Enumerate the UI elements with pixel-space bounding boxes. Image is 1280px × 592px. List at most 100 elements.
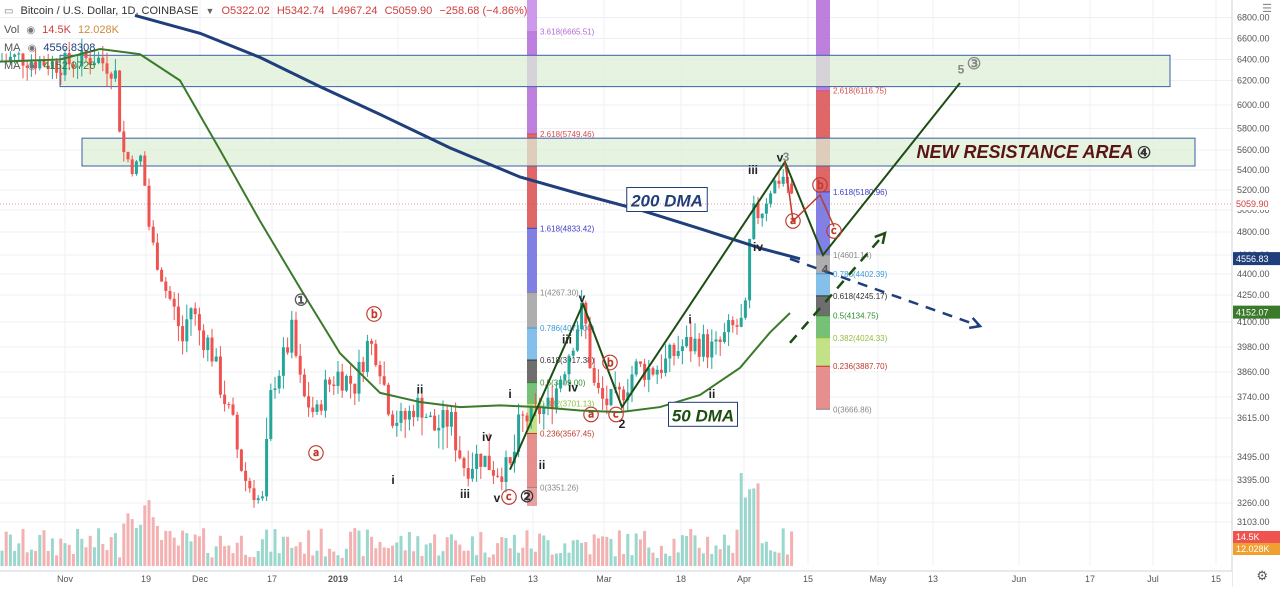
- volume-bar: [710, 553, 714, 566]
- menu-icon[interactable]: ☰: [1262, 3, 1272, 15]
- volume-bar: [315, 550, 319, 566]
- candle-body: [357, 361, 361, 394]
- time-tick-label: 14: [393, 574, 403, 584]
- volume-bar: [151, 517, 155, 566]
- volume-bar: [529, 548, 533, 566]
- candle-body: [349, 375, 353, 384]
- volume-bar: [269, 551, 273, 566]
- time-tick-label: 17: [267, 574, 277, 584]
- volume-bar: [29, 549, 33, 566]
- change-value: −258.68 (−4.86%): [439, 5, 528, 17]
- chevron-down-icon[interactable]: ▼: [205, 6, 215, 16]
- volume-bar: [525, 530, 529, 566]
- wave-label: v: [579, 291, 586, 305]
- volume-bar: [244, 554, 248, 566]
- price-tick-label: 3103.00: [1237, 517, 1270, 527]
- candle-body: [185, 319, 189, 342]
- high-value: H5342.74: [276, 5, 325, 17]
- volume-bar: [462, 550, 466, 566]
- fib-level-label: 0(3351.26): [540, 483, 579, 492]
- collapse-icon[interactable]: ▭: [4, 6, 14, 17]
- volume-bar: [613, 556, 617, 566]
- fib-level-label: 2.618(6116.75): [833, 87, 887, 96]
- eye-icon[interactable]: ◉: [27, 61, 37, 72]
- candle-body: [260, 496, 264, 499]
- candle-body: [8, 56, 12, 61]
- volume-bar: [25, 552, 29, 566]
- volume-bar: [235, 542, 239, 566]
- candle-body: [273, 388, 277, 391]
- settings-gear-icon[interactable]: ⚙: [1256, 568, 1268, 583]
- candle-body: [227, 404, 231, 406]
- legend-ma2-row: MA ◉ 4152.0726: [4, 60, 99, 72]
- close-value: C5059.90: [384, 5, 433, 17]
- volume-bar: [622, 553, 626, 566]
- volume-bar: [227, 545, 231, 566]
- volume-bar: [756, 483, 760, 566]
- price-tick-label: 6600.00: [1237, 34, 1270, 44]
- volume-bar: [617, 530, 621, 566]
- candle-body: [13, 54, 17, 57]
- open-value: O5322.02: [221, 5, 270, 17]
- fib-level-label: 1(4601.14): [833, 251, 872, 260]
- volume-bar: [538, 533, 542, 566]
- vol-ma-tag: 12.028K: [1236, 544, 1270, 554]
- time-tick-label: 15: [803, 574, 813, 584]
- fib-band: [816, 254, 830, 274]
- volume-bar: [416, 536, 420, 566]
- symbol-name[interactable]: Bitcoin / U.S. Dollar, 1D, COINBASE: [20, 5, 199, 17]
- wave-label: i: [508, 387, 511, 401]
- candle-body: [483, 455, 487, 467]
- candle-body: [722, 332, 726, 343]
- candle-body: [42, 60, 46, 66]
- candle-body: [294, 319, 298, 356]
- candle-body: [693, 338, 697, 352]
- price-tick-label: 4800.00: [1237, 227, 1270, 237]
- volume-bar: [777, 552, 781, 566]
- candle-body: [668, 344, 672, 359]
- wave-label: ii: [539, 458, 546, 472]
- candle-body: [143, 155, 147, 186]
- volume-bar: [273, 529, 277, 566]
- volume-bar: [382, 547, 386, 566]
- wave-label: iii: [748, 163, 758, 177]
- volume-bar: [248, 557, 252, 566]
- candle-body: [134, 161, 138, 174]
- volume-bar: [319, 528, 323, 566]
- vol-ma-value: 12.028K: [77, 24, 119, 36]
- candle-body: [323, 379, 327, 411]
- time-tick-label: Feb: [470, 574, 486, 584]
- volume-bar: [239, 535, 243, 566]
- eye-icon[interactable]: ◉: [26, 25, 36, 36]
- ma2-value: 4152.0726: [43, 60, 96, 72]
- volume-bar: [84, 547, 88, 566]
- candle-body: [672, 344, 676, 356]
- wave-label: 4: [822, 262, 829, 276]
- time-tick-label: Jul: [1147, 574, 1159, 584]
- candle-body: [664, 358, 668, 373]
- elliott-wave-line: [509, 82, 961, 471]
- ma1-label[interactable]: MA: [4, 42, 21, 54]
- ma2-label[interactable]: MA: [4, 60, 21, 72]
- wave-label: iv: [568, 381, 578, 395]
- candle-body: [223, 394, 227, 405]
- candle-body: [651, 368, 655, 375]
- annotation-box: [626, 187, 708, 212]
- volume-bar: [491, 554, 495, 566]
- ma50-price-tag-bg: [1233, 305, 1280, 319]
- wave-label: ⓐ: [308, 444, 324, 463]
- candle-body: [563, 374, 567, 380]
- candle-body: [731, 320, 735, 326]
- candle-body: [164, 281, 168, 291]
- candle-body: [424, 416, 428, 418]
- candle-body: [491, 470, 495, 476]
- arrow-head: [968, 317, 983, 330]
- eye-icon[interactable]: ◉: [27, 43, 37, 54]
- candle-body: [231, 404, 235, 415]
- fib-level-label: 0.5(4134.75): [833, 312, 879, 321]
- candle-body: [630, 374, 634, 393]
- vol-label[interactable]: Vol: [4, 24, 20, 36]
